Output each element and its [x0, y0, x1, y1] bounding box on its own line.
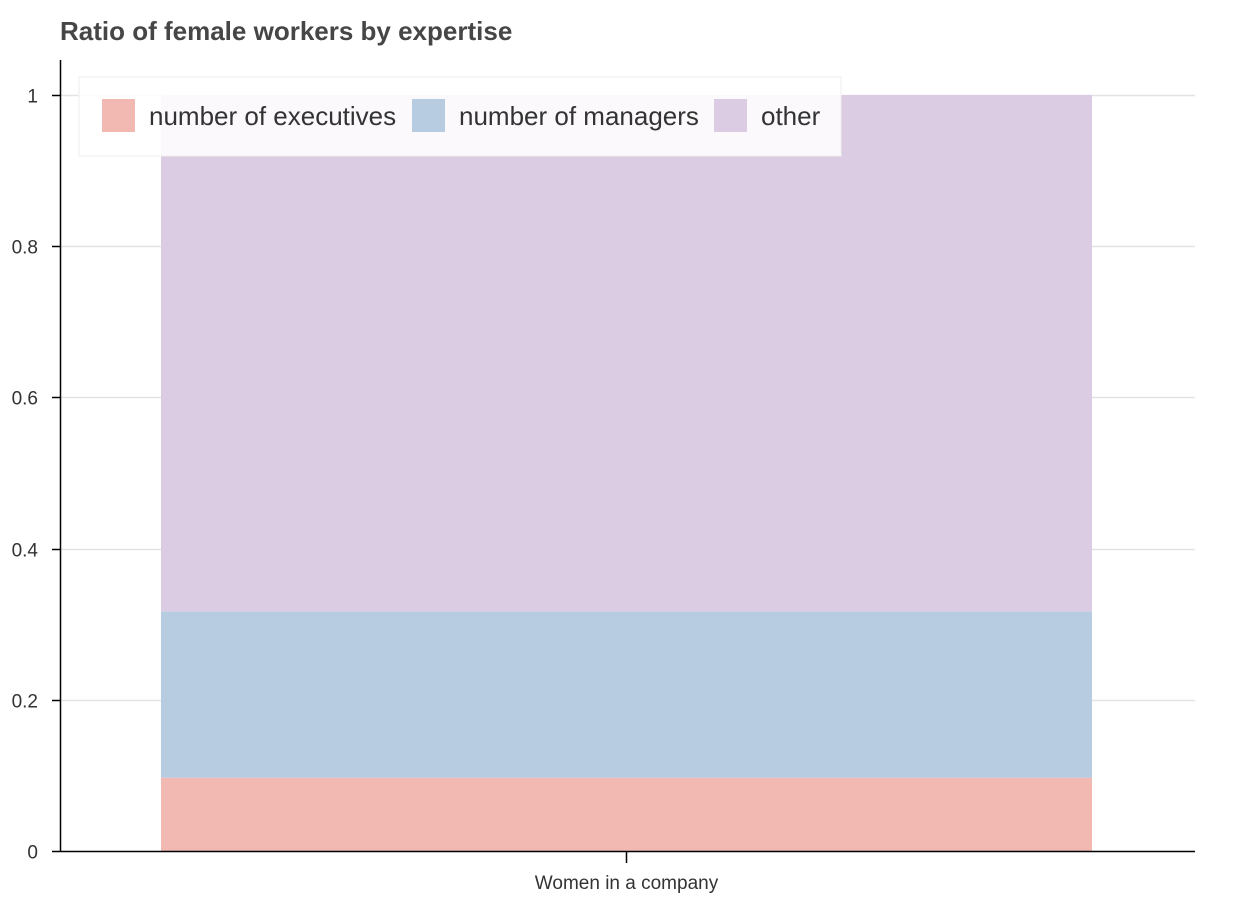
legend-swatch [412, 99, 445, 132]
legend-label: number of managers [459, 101, 699, 131]
bar-segment [161, 95, 1092, 612]
y-tick-label: 0.4 [12, 541, 39, 562]
y-tick-label: 0.2 [12, 692, 38, 713]
stacked-bars [161, 95, 1092, 851]
bar-segment [161, 611, 1092, 778]
bar-segment [161, 777, 1092, 851]
y-tick-label: 1 [27, 87, 38, 108]
y-tick-label: 0.6 [12, 389, 38, 410]
axes: 0 0.2 0.4 0.6 0.8 1 Women in a company [12, 60, 1195, 894]
y-tick-label: 0 [27, 843, 38, 864]
x-tick-label: Women in a company [535, 873, 719, 894]
chart-title: Ratio of female workers by expertise [60, 16, 513, 46]
legend-label: number of executives [149, 101, 396, 131]
legend-label: other [761, 101, 821, 131]
legend: number of executives number of managers ot… [78, 76, 842, 157]
legend-swatch [102, 99, 135, 132]
y-tick-label: 0.8 [12, 238, 38, 259]
legend-swatch [714, 99, 747, 132]
